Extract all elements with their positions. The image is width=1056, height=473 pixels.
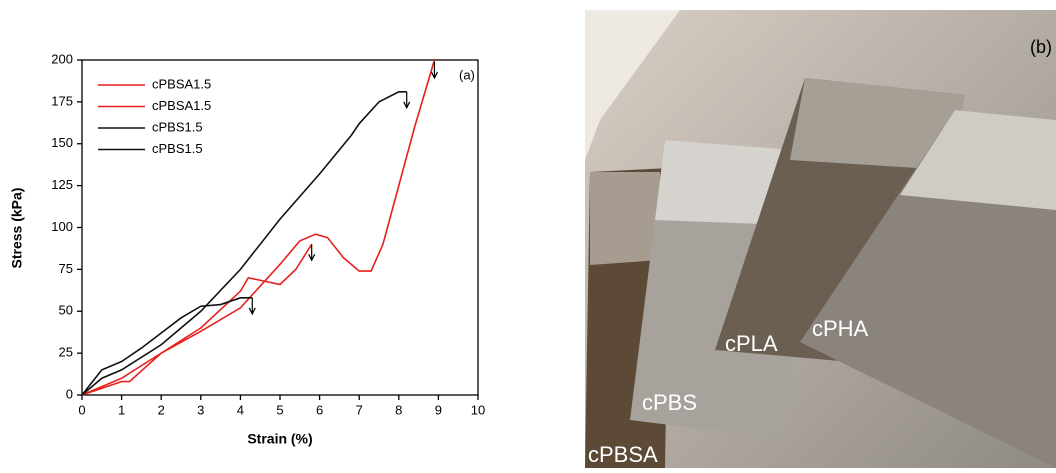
x-tick-label: 1 bbox=[118, 402, 125, 417]
legend-label: cPBSA1.5 bbox=[152, 98, 211, 113]
bag bbox=[790, 78, 965, 170]
x-tick-label: 0 bbox=[78, 402, 85, 417]
x-tick-label: 9 bbox=[435, 402, 442, 417]
photo: (b) cPBSA cPBS cPLA cPHA bbox=[585, 10, 1056, 468]
legend-label: cPBSA1.5 bbox=[152, 76, 211, 91]
x-tick-label: 7 bbox=[356, 402, 363, 417]
x-axis-title: Strain (%) bbox=[247, 431, 312, 447]
x-tick-label: 10 bbox=[471, 402, 485, 417]
series-line bbox=[81, 91, 407, 396]
x-tick-label: 3 bbox=[197, 402, 204, 417]
sample-label: cPHA bbox=[812, 316, 869, 341]
y-tick-label: 150 bbox=[51, 135, 73, 150]
series-line bbox=[81, 59, 436, 396]
y-tick-label: 200 bbox=[51, 51, 73, 66]
failure-arrow bbox=[403, 91, 411, 110]
y-tick-label: 125 bbox=[51, 177, 73, 192]
y-axis-title: Stress (kPa) bbox=[9, 188, 25, 269]
bag bbox=[655, 140, 795, 225]
series-line bbox=[81, 297, 253, 396]
bag bbox=[900, 110, 1056, 210]
backdrop bbox=[585, 10, 680, 160]
x-tick-label: 2 bbox=[158, 402, 165, 417]
series-line bbox=[81, 243, 313, 396]
x-tick-label: 4 bbox=[237, 402, 244, 417]
y-tick-label: 50 bbox=[59, 303, 73, 318]
sample-label: cPBS bbox=[642, 390, 697, 415]
y-tick-label: 25 bbox=[59, 345, 73, 360]
legend-label: cPBS1.5 bbox=[152, 119, 203, 134]
bag bbox=[590, 172, 660, 265]
sample-label: cPLA bbox=[725, 331, 778, 356]
y-tick-label: 175 bbox=[51, 93, 73, 108]
x-tick-label: 6 bbox=[316, 402, 323, 417]
failure-arrow bbox=[308, 244, 316, 262]
plot-frame bbox=[81, 59, 479, 396]
panel-label: (b) bbox=[1030, 37, 1052, 57]
x-tick-label: 8 bbox=[395, 402, 402, 417]
failure-arrow bbox=[430, 62, 438, 80]
x-tick-label: 5 bbox=[276, 402, 283, 417]
sample-label: cPBSA bbox=[588, 442, 658, 467]
y-tick-label: 75 bbox=[59, 261, 73, 276]
failure-arrow bbox=[248, 297, 256, 316]
panel-label: (a) bbox=[459, 67, 475, 82]
legend-label: cPBS1.5 bbox=[152, 141, 203, 156]
y-tick-label: 0 bbox=[66, 386, 73, 401]
y-tick-label: 100 bbox=[51, 219, 73, 234]
